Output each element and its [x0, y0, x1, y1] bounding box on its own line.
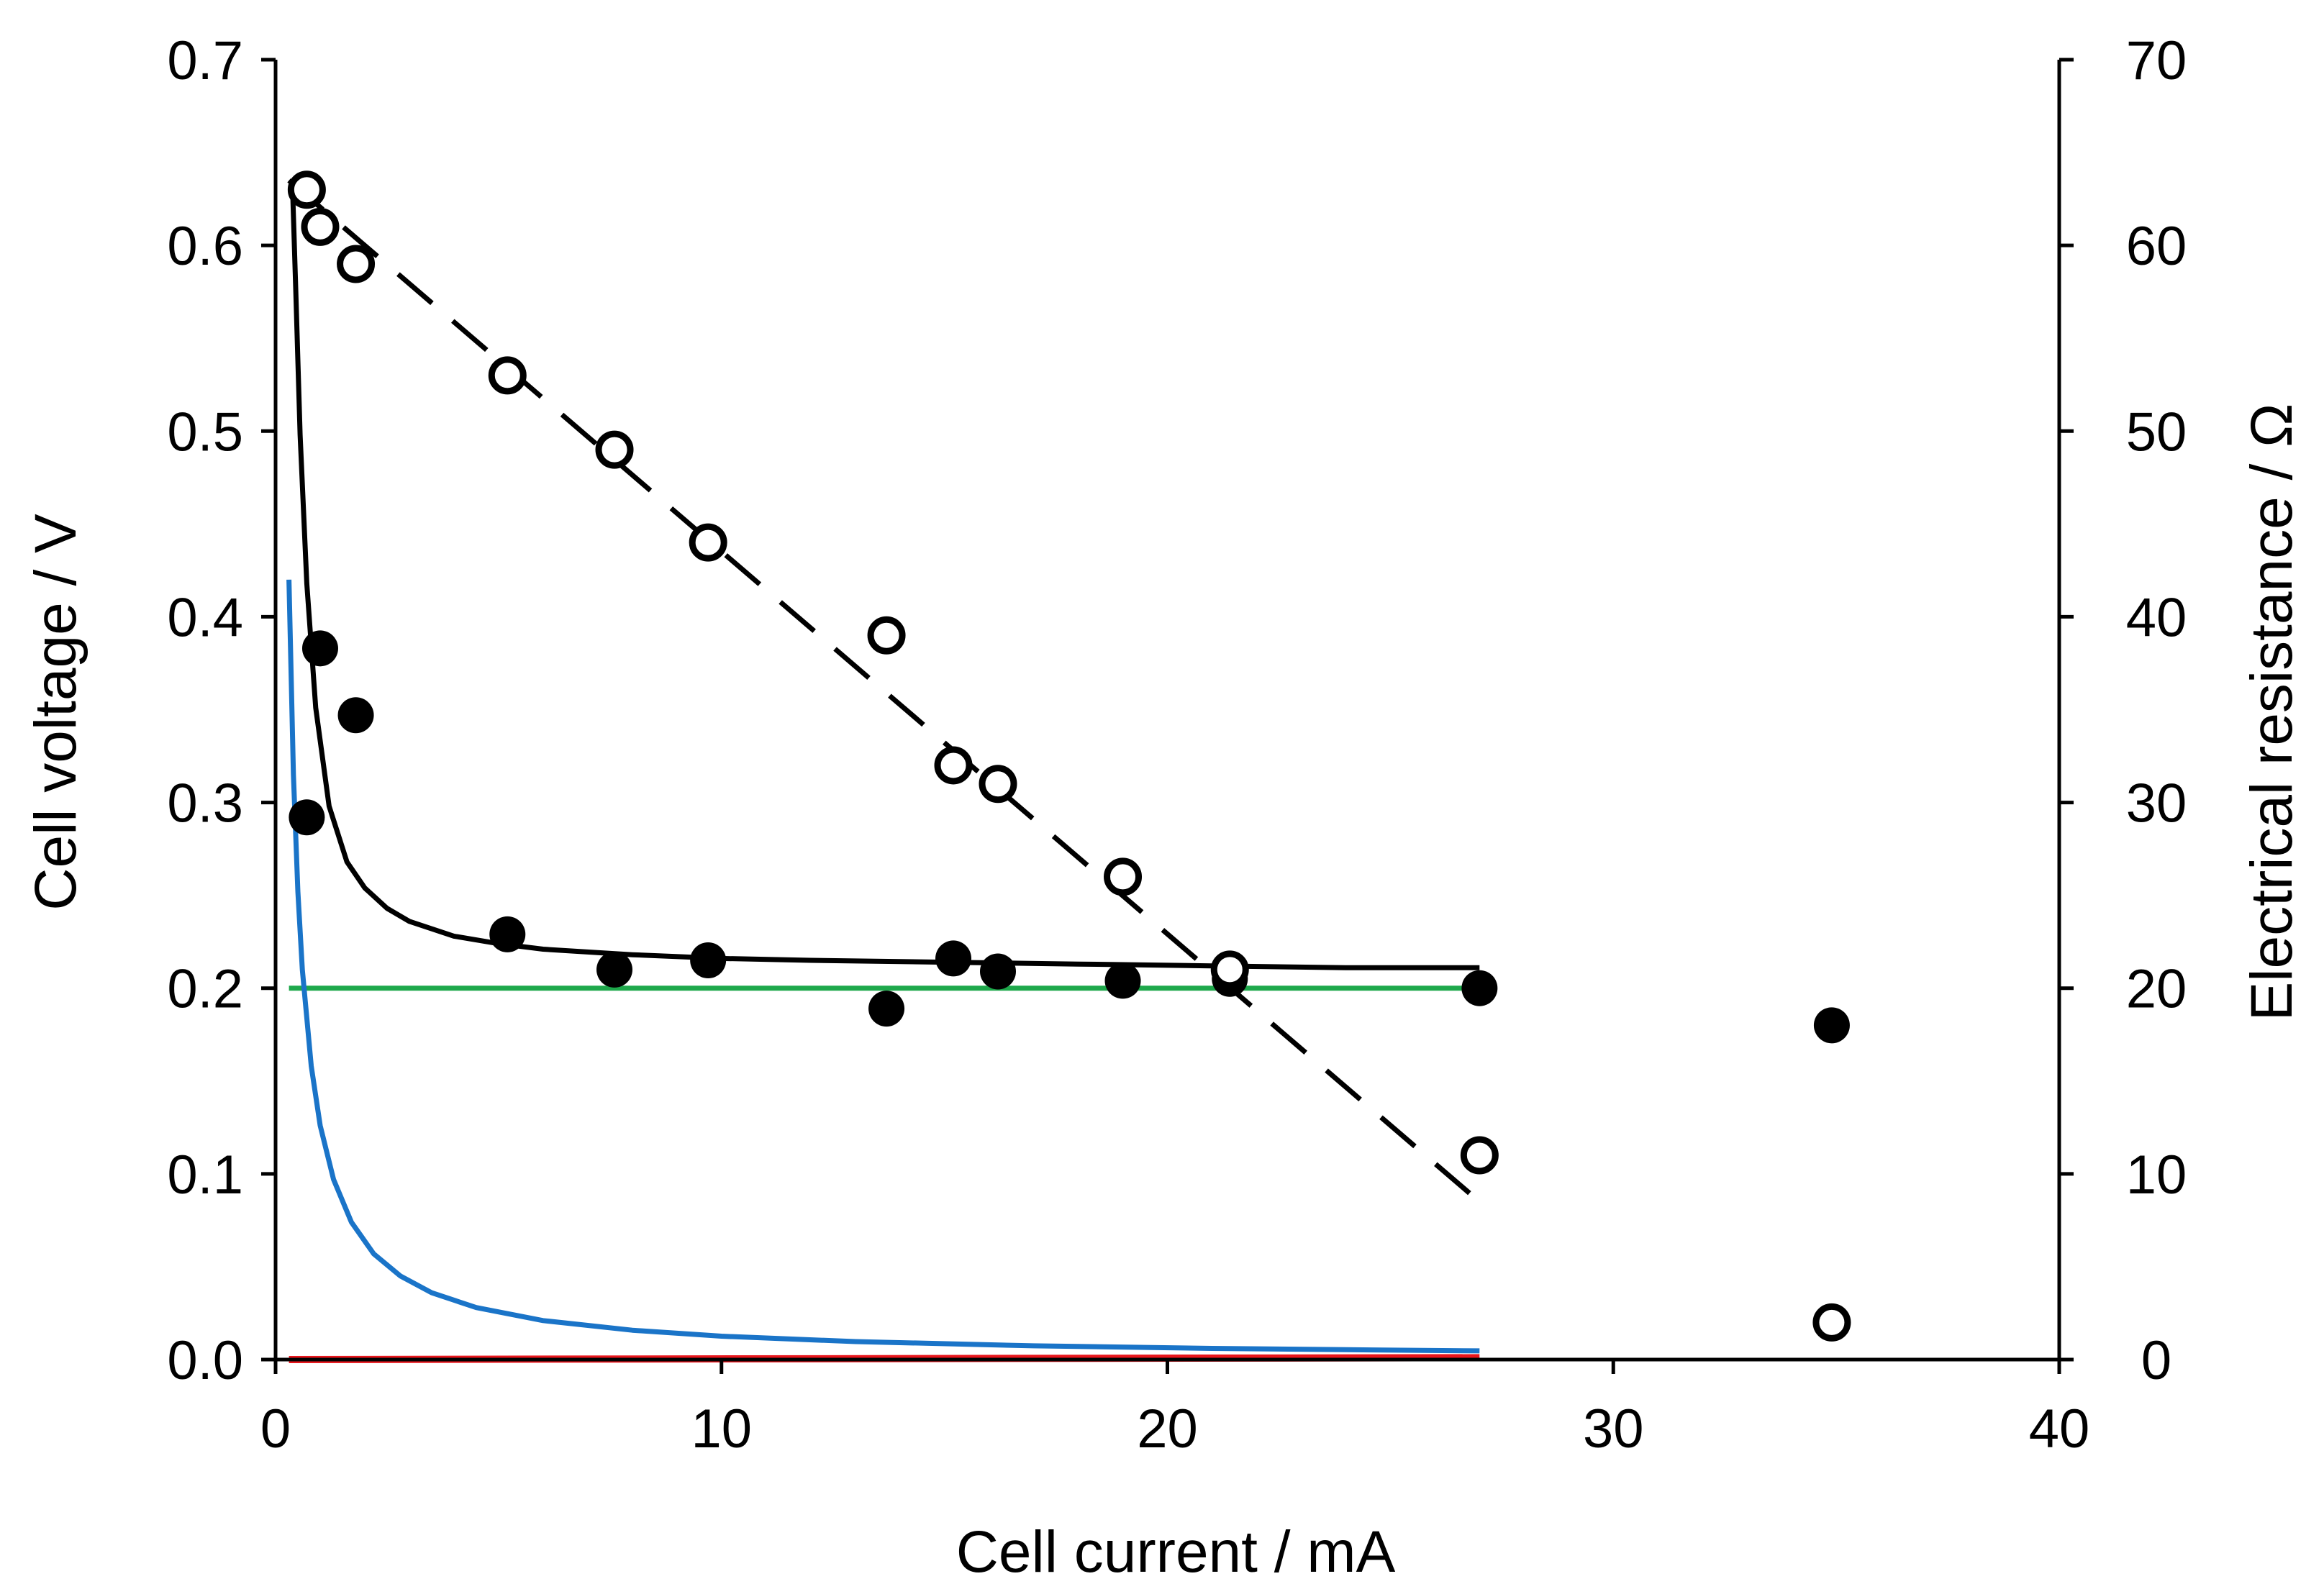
voltage-point [596, 951, 633, 988]
y-tick-label-right: 10 [2126, 1144, 2187, 1206]
y-tick-label-right: 70 [2126, 30, 2187, 91]
resistance-point [301, 207, 340, 246]
y-tick-label-right: 20 [2126, 959, 2187, 1020]
resistance-point [689, 523, 727, 562]
plot-markers [287, 170, 1851, 1342]
voltage-point [690, 942, 727, 978]
axes [273, 60, 2061, 1362]
resistance-point [934, 746, 973, 785]
y-tick-label-left: 0.0 [167, 1330, 243, 1391]
series-line-voltage-fit [290, 187, 1480, 970]
y-tick-label-left: 0.5 [167, 401, 243, 463]
voltage-point [301, 630, 338, 667]
ticks [261, 58, 2074, 1374]
y-tick-label-left: 0.2 [167, 959, 243, 1020]
series-line-blue-curve [286, 579, 1480, 1354]
voltage-point [1461, 970, 1498, 1006]
voltage-point [337, 697, 374, 734]
resistance-point [1812, 1303, 1851, 1342]
series-line-resistance-fit [287, 178, 1481, 1204]
resistance-point [1104, 857, 1143, 896]
resistance-point [1460, 1136, 1499, 1175]
voltage-point [489, 916, 526, 952]
resistance-point [979, 765, 1017, 804]
y-tick-label-right: 50 [2126, 401, 2187, 463]
y-tick-label-left: 0.6 [167, 216, 243, 277]
x-tick-label: 40 [2029, 1398, 2090, 1460]
resistance-point [595, 430, 634, 469]
resistance-point [1210, 950, 1249, 989]
y-tick-label-right: 60 [2126, 216, 2187, 277]
resistance-point [287, 170, 326, 209]
voltage-point [935, 940, 972, 977]
x-tick-label: 0 [260, 1398, 291, 1460]
y-tick-label-right: 40 [2126, 587, 2187, 648]
y-tick-label-left: 0.1 [167, 1144, 243, 1206]
y-tick-label-left: 0.4 [167, 587, 243, 648]
voltage-point [979, 953, 1016, 990]
resistance-point [337, 245, 376, 283]
plot-lines [286, 178, 1481, 1363]
x-tick-label: 30 [1583, 1398, 1644, 1460]
voltage-point [1813, 1007, 1850, 1044]
resistance-point [867, 616, 906, 655]
y-tick-label-right: 0 [2141, 1330, 2171, 1391]
y-tick-label-left: 0.3 [167, 773, 243, 834]
resistance-point [488, 356, 527, 395]
voltage-point [1104, 962, 1141, 999]
y-tick-label-left: 0.7 [167, 30, 243, 91]
voltage-point [868, 991, 905, 1027]
y-tick-label-right: 30 [2126, 773, 2187, 834]
x-axis-title: Cell current / mA [956, 1519, 1396, 1584]
tick-labels: 0 10 20 30 40 0.0 0.1 0.2 0.3 0.4 0.5 0.6 0.7 0 10 20 30… [167, 30, 2187, 1460]
x-tick-label: 10 [691, 1398, 752, 1460]
voltage-point [289, 799, 325, 836]
x-tick-label: 20 [1137, 1398, 1198, 1460]
y-axis-right-title: Electrical resistance / Ω [2239, 404, 2305, 1021]
y-axis-left-title: Cell voltage / V [23, 514, 88, 911]
